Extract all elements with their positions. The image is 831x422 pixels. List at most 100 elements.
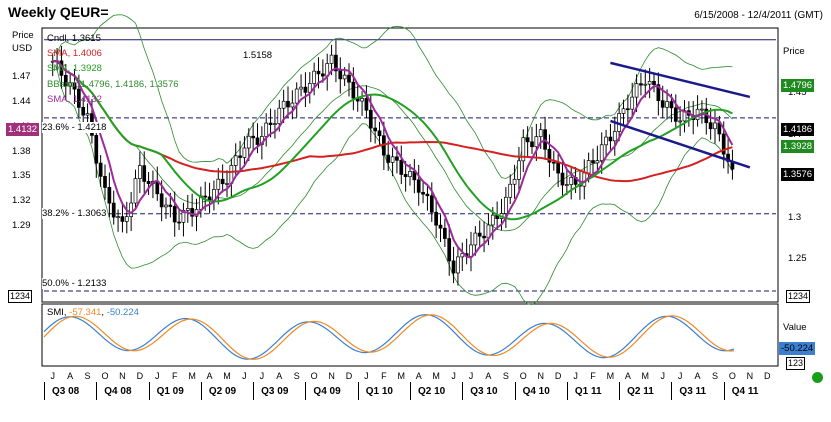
candle-body (107, 187, 112, 204)
candle-body (116, 216, 120, 218)
smi-right-small-box[interactable]: 123 (786, 357, 806, 370)
left-tick-label: 1.47 (12, 70, 31, 82)
candle-body (238, 155, 242, 158)
candle-body (673, 107, 678, 122)
candle-body (634, 83, 639, 98)
candle-body (63, 75, 68, 87)
candle-body (94, 135, 99, 164)
legend-sma-purple: SMA, 1.4132 (47, 94, 102, 105)
candle-body (482, 235, 486, 239)
quarter-label: Q4 09 (313, 386, 341, 397)
candle-body (203, 195, 208, 198)
candle-body (386, 154, 391, 163)
candle-body (133, 178, 138, 204)
month-tick-label: A (276, 371, 283, 381)
smi-line-blue (43, 314, 735, 360)
right-box-sma-green: 1.3928 (781, 140, 815, 153)
level-label-top: 1.5158 (243, 50, 273, 61)
candle-body (364, 98, 369, 111)
candle-body (525, 137, 530, 143)
quarter-separator (200, 382, 202, 400)
candle-body (68, 82, 72, 87)
candle-body (185, 208, 190, 211)
left-axis-price-label: Price (12, 30, 34, 41)
candle-body (447, 238, 452, 262)
month-tick-label: O (728, 371, 736, 381)
candle-body (233, 155, 238, 166)
candle-body (560, 172, 565, 186)
smi-legend-v2: -50.224 (106, 307, 139, 318)
candle-body (373, 127, 377, 132)
right-box-bband-mid: 1.4186 (781, 123, 815, 136)
candle-body (721, 133, 726, 155)
quarter-label: Q4 08 (104, 386, 132, 397)
quarter-separator (305, 382, 307, 400)
month-tick-label: J (677, 371, 683, 381)
left-tick-label: 1.35 (12, 170, 31, 182)
right-box-bband-upper: 1.4796 (781, 79, 815, 92)
month-tick-label: S (502, 371, 509, 381)
month-tick-label: J (259, 371, 265, 381)
month-tick-label: O (310, 371, 318, 381)
candle-body (416, 179, 421, 193)
right-zoom-box[interactable]: 1234 (786, 290, 811, 303)
right-tick-label: 1.45 (788, 87, 807, 99)
quarter-separator (671, 382, 673, 400)
candle-body (225, 183, 229, 185)
quarter-separator (619, 382, 621, 400)
candle-body (146, 181, 151, 184)
candle-body (647, 80, 652, 85)
candle-body (504, 196, 508, 214)
quarter-label: Q3 11 (679, 386, 707, 397)
candle-body (713, 122, 717, 130)
candle-body (168, 204, 173, 207)
candle-body (586, 160, 591, 174)
quarter-separator (723, 382, 725, 400)
month-tick-label: M (397, 371, 406, 381)
month-tick-label: N (328, 371, 335, 381)
month-tick-label: J (364, 371, 369, 381)
legend-sma-red: SMA, 1.4006 (47, 48, 102, 59)
quarter-label: Q1 10 (365, 386, 393, 397)
legend-bband: BBand, 1.4796, 1.4186, 1.3576 (47, 79, 179, 90)
month-tick-label: D (764, 371, 771, 381)
candle-body (490, 214, 495, 226)
quarter-label: Q1 11 (574, 386, 602, 397)
candle-body (643, 83, 648, 86)
candle-body (399, 159, 404, 175)
month-tick-label: M (606, 371, 615, 381)
status-dot-icon (812, 372, 823, 383)
left-box-sma-purple: 1.4132 (6, 123, 40, 136)
candle-body (621, 108, 626, 114)
candle-body (599, 144, 604, 161)
candle-body (403, 174, 408, 178)
candle-body (456, 256, 460, 274)
smi-legend-v1: -57.341 (69, 307, 102, 318)
month-tick-label: D (345, 371, 353, 381)
candle-body (299, 86, 303, 90)
candle-body (708, 122, 713, 130)
left-zoom-box[interactable]: 1234 (8, 290, 33, 303)
candle-body (551, 161, 556, 164)
candle-body (216, 178, 221, 190)
candle-body (443, 227, 447, 239)
candle-body (242, 147, 247, 158)
candle-body (569, 177, 574, 185)
quarter-label: Q2 11 (627, 386, 654, 397)
quarter-label: Q3 10 (470, 386, 498, 397)
candle-body (530, 141, 534, 148)
candle-body (164, 204, 168, 208)
quarter-separator (514, 382, 516, 400)
month-tick-label: N (537, 371, 544, 381)
candle-body (129, 202, 133, 217)
month-tick-label: F (381, 371, 387, 381)
candle-body (438, 224, 443, 229)
trend-line (610, 119, 751, 169)
candle-body (85, 113, 90, 116)
candle-body (591, 160, 595, 164)
quarter-label: Q4 11 (731, 386, 759, 397)
chart-title: Weekly QEUR= (8, 4, 109, 20)
candle-body (103, 176, 107, 188)
candle-body (268, 122, 273, 126)
